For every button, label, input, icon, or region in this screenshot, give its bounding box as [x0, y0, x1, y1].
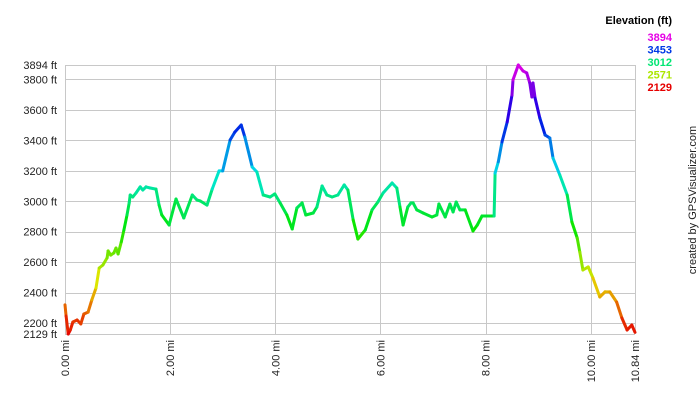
x-tick-label: 10.00 mi: [586, 340, 598, 382]
elevation-segment: [290, 206, 299, 231]
elevation-segment: [608, 290, 619, 304]
elevation-segment: [300, 201, 308, 217]
elevation-segment: [239, 123, 247, 139]
legend-entry: 2571: [648, 70, 672, 82]
elevation-segment: [90, 286, 98, 302]
elevation-segment: [174, 197, 186, 220]
elevation-segment: [122, 213, 129, 232]
elevation-segment: [586, 265, 595, 280]
elevation-segment: [463, 208, 475, 233]
elevation-segment: [320, 184, 329, 197]
elevation-segment: [575, 236, 582, 254]
elevation-segment: [94, 266, 101, 290]
elevation-segment: [116, 240, 123, 256]
y-axis-ticks: 3894 ft 3800 ft 3600 ft 3400 ft 3200 ft 3000 …: [23, 60, 57, 341]
elevation-segment: [551, 156, 562, 177]
elevation-segment: [205, 187, 214, 207]
elevation-segment: [221, 138, 232, 173]
legend-entry: 2129: [648, 82, 672, 94]
y-tick-label: 3200 ft: [23, 166, 57, 178]
elevation-segment: [492, 171, 497, 218]
elevation-segment: [64, 314, 70, 336]
elevation-segment: [496, 140, 504, 164]
x-tick-label: 2.00 mi: [165, 340, 177, 376]
elevation-segment: [437, 202, 447, 219]
elevation-segment: [157, 203, 164, 217]
elevation-segment: [255, 170, 265, 197]
elevation-segment: [548, 136, 555, 160]
elevation-segment: [351, 218, 360, 241]
elevation-segment: [315, 184, 324, 209]
legend-entry: 3012: [648, 57, 672, 69]
elevation-segment: [591, 276, 602, 299]
x-tick-label: 10.84 mi: [630, 340, 642, 382]
elevation-segment: [273, 192, 282, 205]
elevation-segment: [125, 201, 131, 217]
elevation-segment: [500, 120, 509, 144]
elevation-segment: [243, 135, 254, 169]
elevation-segment: [525, 71, 532, 85]
elevation-segment: [505, 93, 514, 124]
elevation-segment: [395, 186, 402, 209]
x-tick-label: 6.00 mi: [375, 340, 387, 376]
x-axis-ticks: 0.00 mi 2.00 mi 4.00 mi 6.00 mi 8.00 mi 10.00…: [60, 340, 642, 382]
y-tick-label: 3000 ft: [23, 196, 57, 208]
elevation-segment: [370, 200, 380, 212]
elevation-segment: [356, 228, 367, 241]
legend-entry: 3453: [648, 45, 672, 57]
elevation-segment: [182, 193, 194, 220]
elevation-segment: [510, 78, 515, 97]
y-tick-label: 2200 ft: [23, 318, 57, 330]
elevation-segment: [210, 169, 221, 191]
y-tick-label: 2129 ft: [23, 329, 57, 341]
y-tick-label: 2600 ft: [23, 257, 57, 269]
elevation-segment: [381, 181, 394, 195]
elevation-segment: [531, 81, 537, 100]
elevation-segment: [346, 188, 355, 222]
elevation-segment: [615, 300, 624, 320]
elevation-segment: [570, 220, 579, 240]
y-tick-label: 3800 ft: [23, 74, 57, 86]
elevation-segment: [278, 201, 289, 217]
elevation-segment: [86, 298, 94, 314]
credit-text: created by GPSVisualizer.com: [687, 126, 699, 274]
elevation-segment: [578, 250, 585, 272]
y-tick-label: 3600 ft: [23, 105, 57, 117]
elevation-segment: [620, 316, 629, 332]
elevation-segment: [119, 228, 126, 244]
elevation-segment: [79, 312, 86, 326]
elevation-segment: [558, 173, 569, 197]
legend-entry: 3894: [648, 32, 673, 44]
legend-title: Elevation (ft): [605, 15, 672, 27]
elevation-segment: [63, 303, 68, 318]
elevation-segment: [533, 96, 542, 120]
elevation-segment: [630, 323, 637, 334]
elevation-segment: [475, 214, 484, 227]
y-tick-label: 3894 ft: [23, 60, 57, 72]
elevation-segment: [167, 197, 178, 227]
elevation-segment: [538, 116, 547, 137]
elevation-segment: [421, 211, 434, 219]
elevation-segment: [154, 187, 161, 207]
y-tick-label: 2800 ft: [23, 227, 57, 239]
elevation-segment: [401, 205, 410, 227]
elevation-segment: [160, 213, 171, 227]
elevation-segment: [493, 160, 500, 175]
elevation-segment: [376, 191, 385, 204]
elevation-segment: [363, 208, 374, 232]
elevation-segment: [228, 130, 237, 142]
x-tick-label: 4.00 mi: [270, 340, 282, 376]
x-tick-label: 0.00 mi: [60, 340, 72, 376]
y-tick-label: 2400 ft: [23, 288, 57, 300]
elevation-segment: [565, 193, 574, 224]
elevation-segment: [336, 183, 346, 197]
x-tick-label: 8.00 mi: [481, 340, 493, 376]
elevation-segment: [511, 63, 520, 82]
elevation-segment: [443, 202, 452, 219]
y-tick-label: 3400 ft: [23, 135, 57, 147]
elevation-line: [63, 63, 637, 336]
